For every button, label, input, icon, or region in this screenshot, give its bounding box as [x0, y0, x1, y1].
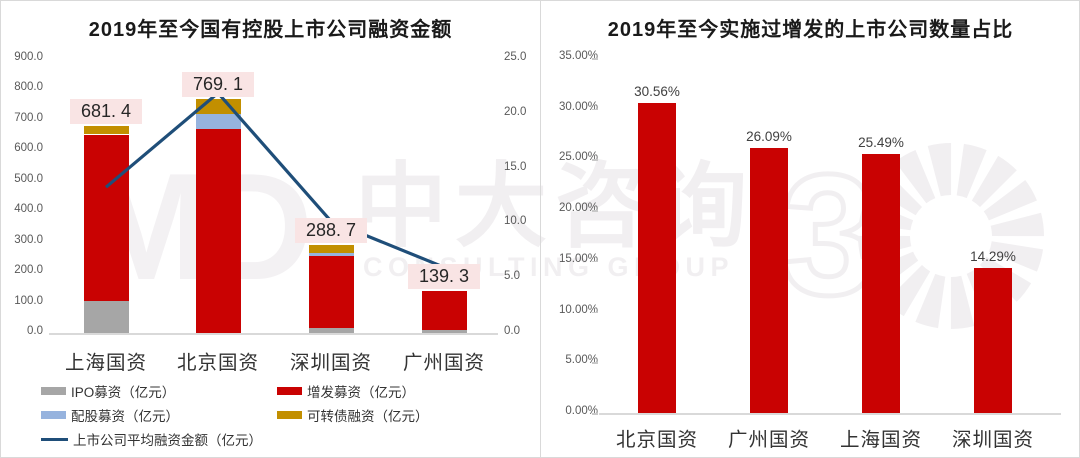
- left-chart-x-axis-line: [49, 333, 498, 335]
- left-chart-plot-area: 900.0 800.0 700.0 600.0 500.0 400.0 300.0 200.0…: [1, 1, 540, 457]
- right-chart-y-tick-label: 10.00%: [558, 303, 598, 316]
- right-chart-category-label: 深圳国资: [951, 429, 1034, 451]
- right-chart-y-tick-mark: [592, 413, 598, 415]
- stacked-bar-segment: [421, 290, 467, 330]
- left-chart-category-label: 广州国资: [402, 352, 485, 374]
- right-chart-y-tick-label: 30.00%: [558, 100, 598, 113]
- left-y-axis-tick-label: 700.0: [14, 111, 43, 124]
- right-chart-y-tick-mark: [592, 159, 598, 161]
- stacked-bar-segment: [195, 98, 241, 114]
- stacked-bar-segment: [83, 125, 129, 135]
- legend-color-swatch: [277, 411, 302, 419]
- stacked-bar-segment: [421, 329, 467, 333]
- left-y-axis-tick-label: 300.0: [14, 233, 43, 246]
- right-chart-y-tick-label: 5.00%: [565, 354, 598, 367]
- ratio-bar: [862, 154, 900, 413]
- right-chart-y-tick-mark: [592, 362, 598, 364]
- line-series-path: [104, 90, 445, 269]
- legend-item-bar-series: IPO募资（亿元）: [41, 383, 176, 400]
- ratio-value-label: 30.56%: [634, 84, 680, 100]
- left-y-axis-tick-label: 0.0: [27, 325, 43, 337]
- legend-item-bar-series: 可转债融资（亿元）: [277, 407, 429, 424]
- seo-ratio-chart-panel: 2019年至今实施过增发的上市公司数量占比 35.00% 30.00% 25.00%…: [541, 1, 1079, 457]
- left-y-axis-tick-label: 400.0: [14, 203, 43, 216]
- right-chart-y-tick-mark: [592, 210, 598, 212]
- right-chart-category-label: 上海国资: [839, 429, 922, 451]
- financing-amount-chart-panel: 2019年至今国有控股上市公司融资金额 900.0 800.0 700.0 600.0…: [1, 1, 540, 457]
- legend-label: 增发募资（亿元）: [307, 385, 415, 400]
- stacked-bar-segment: [308, 245, 354, 253]
- stacked-bar-segment: [308, 255, 354, 328]
- bar-total-data-label: 139. 3: [408, 263, 480, 289]
- right-y-axis-tick-label: 25.0: [504, 51, 527, 63]
- stacked-bar-segment: [195, 129, 241, 333]
- legend-label: 上市公司平均融资金额（亿元）: [73, 433, 262, 448]
- legend-line-swatch: [41, 437, 68, 441]
- legend-item-line-series: 上市公司平均融资金额（亿元）: [41, 431, 262, 448]
- right-chart-title: 2019年至今实施过增发的上市公司数量占比: [607, 19, 1014, 41]
- stacked-bar-segment: [83, 134, 129, 302]
- stacked-bar-segment: [308, 327, 354, 333]
- left-chart-category-label: 深圳国资: [289, 352, 372, 374]
- legend-item-bar-series: 增发募资（亿元）: [277, 383, 415, 400]
- left-chart-category-label: 上海国资: [64, 352, 147, 374]
- right-y-axis-tick-label: 20.0: [504, 105, 527, 118]
- ratio-value-label: 26.09%: [746, 129, 792, 145]
- right-y-axis-tick-label: 10.0: [504, 215, 527, 228]
- legend-color-swatch: [41, 411, 66, 419]
- left-y-axis-tick-label: 900.0: [14, 51, 43, 63]
- right-chart-y-tick-mark: [592, 108, 598, 111]
- ratio-bar: [638, 103, 676, 413]
- right-chart-y-tick-label: 35.00%: [558, 50, 598, 62]
- right-chart-y-tick-mark: [592, 311, 598, 314]
- stacked-bar-segment: [195, 113, 241, 130]
- ratio-value-label: 25.49%: [858, 135, 904, 151]
- legend-color-swatch: [277, 387, 302, 395]
- legend-color-swatch: [41, 387, 66, 395]
- right-chart-y-tick-mark: [592, 260, 598, 263]
- left-y-axis-tick-label: 100.0: [14, 294, 43, 307]
- left-y-axis-tick-label: 800.0: [14, 81, 43, 94]
- stacked-bar-segment: [308, 252, 354, 256]
- right-y-axis-tick-label: 5.0: [504, 270, 520, 283]
- ratio-value-label: 14.29%: [970, 249, 1016, 265]
- ratio-bar: [750, 148, 788, 413]
- right-chart-plot-area: 35.00% 30.00% 25.00% 20.00% 15.00% 10.00% 5.00…: [541, 1, 1079, 457]
- right-chart-y-tick-mark: [592, 58, 598, 60]
- right-chart-category-label: 广州国资: [727, 429, 810, 451]
- right-chart-x-axis-line: [599, 413, 1061, 415]
- right-y-axis-tick-label: 0.0: [504, 325, 520, 337]
- legend-item-bar-series: 配股募资（亿元）: [41, 407, 179, 424]
- panel-divider: [540, 1, 541, 457]
- right-chart-y-tick-label: 0.00%: [565, 405, 598, 417]
- left-y-axis-tick-label: 200.0: [14, 264, 43, 277]
- legend-label: 可转债融资（亿元）: [307, 409, 429, 424]
- right-y-axis-tick-label: 15.0: [504, 160, 527, 173]
- right-chart-y-tick-label: 20.00%: [558, 202, 598, 215]
- bar-total-data-label: 769. 1: [182, 71, 254, 97]
- ratio-bar: [974, 268, 1012, 413]
- legend-label: 配股募资（亿元）: [71, 409, 179, 424]
- left-y-axis-tick-label: 500.0: [14, 172, 43, 185]
- left-chart-title: 2019年至今国有控股上市公司融资金额: [88, 19, 453, 41]
- right-chart-y-tick-label: 15.00%: [558, 252, 598, 265]
- left-chart-category-label: 北京国资: [176, 352, 259, 374]
- bar-total-data-label: 288. 7: [295, 218, 367, 244]
- left-y-axis-tick-label: 600.0: [14, 142, 43, 155]
- stacked-bar-segment: [83, 301, 129, 333]
- legend-label: IPO募资（亿元）: [71, 385, 176, 400]
- right-chart-category-label: 北京国资: [615, 429, 698, 451]
- bar-total-data-label: 681. 4: [70, 98, 142, 124]
- right-chart-y-tick-label: 25.00%: [558, 151, 598, 164]
